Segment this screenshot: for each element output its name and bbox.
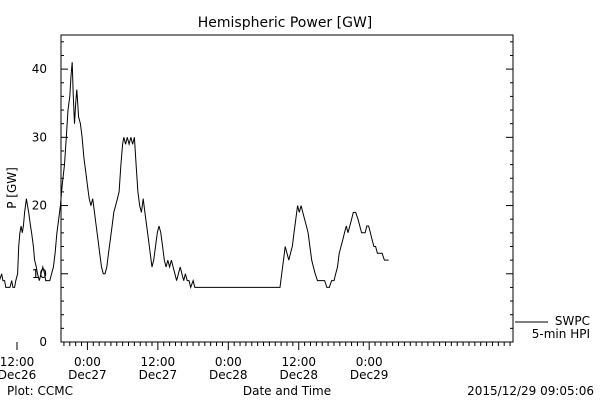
y-tick-label: 0 [39, 335, 47, 349]
legend-series-name: SWPC [555, 314, 590, 328]
x-tick-label-date: Dec28 [279, 368, 318, 382]
legend-series-description: 5-min HPI [532, 327, 590, 341]
x-axis-label: Date and Time [243, 384, 331, 398]
x-tick-label-time: 12:00 [141, 355, 176, 369]
series-line-swpc [0, 62, 389, 290]
plot-frame [60, 34, 514, 343]
y-tick-label: 30 [32, 130, 47, 144]
plot-credit: Plot: CCMC [7, 384, 73, 398]
x-tick-label-date: Dec28 [209, 368, 248, 382]
y-tick-label: 40 [32, 62, 47, 76]
x-tick-label-time: 12:00 [0, 355, 34, 369]
x-tick-label-time: 0:00 [215, 355, 242, 369]
x-tick-label-time: 0:00 [356, 355, 383, 369]
y-tick-label: 20 [32, 199, 47, 213]
x-axis: 12:00Dec260:00Dec2712:00Dec270:00Dec2812… [0, 342, 511, 382]
x-tick-label-date: Dec27 [139, 368, 178, 382]
x-tick-label-date: Dec29 [350, 368, 389, 382]
x-tick-label-date: Dec26 [0, 368, 36, 382]
y-axis-label: P [GW] [5, 167, 19, 209]
x-tick-label-time: 12:00 [281, 355, 316, 369]
x-tick-label-time: 0:00 [74, 355, 101, 369]
chart-title: Hemispheric Power [GW] [198, 15, 373, 31]
x-tick-label-date: Dec27 [68, 368, 107, 382]
plot-timestamp: 2015/12/29 09:05:06 [467, 384, 594, 398]
